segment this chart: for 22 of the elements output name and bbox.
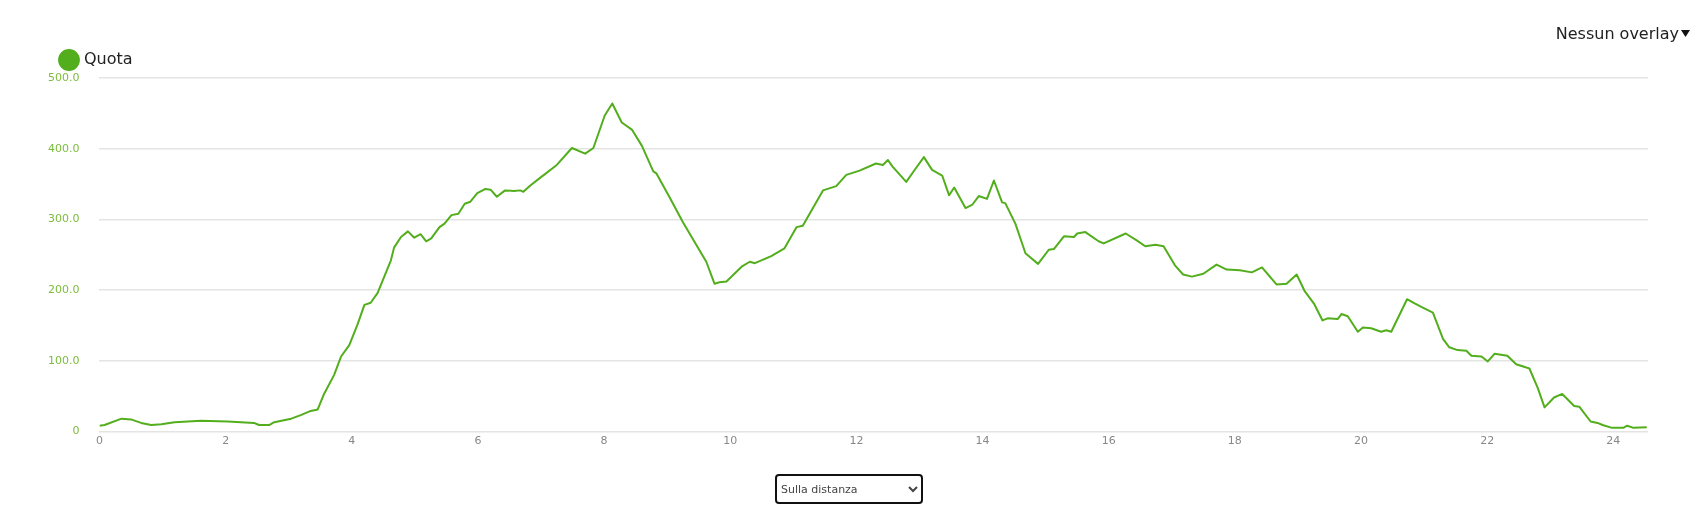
x-tick-label: 16 bbox=[1101, 433, 1116, 447]
x-tick-label: 8 bbox=[600, 433, 608, 447]
x-tick-label: 18 bbox=[1227, 433, 1242, 447]
text: Nessun overlay bbox=[1555, 24, 1679, 43]
x-tick-label: 22 bbox=[1480, 433, 1495, 447]
x-tick-label: 24 bbox=[1606, 433, 1621, 447]
y-tick-label: 300.0 bbox=[47, 212, 80, 226]
x-tick-label: 2 bbox=[222, 433, 230, 447]
y-tick-label: 400.0 bbox=[47, 141, 80, 155]
x-tick-label: 10 bbox=[723, 433, 738, 447]
x-tick-label: 14 bbox=[975, 433, 990, 447]
y-tick-label: 0 bbox=[72, 424, 80, 438]
x-tick-label: 0 bbox=[95, 433, 103, 447]
text: Sulla distanza bbox=[775, 474, 923, 504]
x-tick-label: 6 bbox=[474, 433, 482, 447]
y-tick-label: 100.0 bbox=[47, 353, 80, 367]
y-tick-label: 500.0 bbox=[47, 70, 80, 84]
legend-label: Quota bbox=[84, 49, 133, 69]
x-tick-label: 20 bbox=[1354, 433, 1369, 447]
x-tick-label: 12 bbox=[849, 433, 864, 447]
x-tick-label: 4 bbox=[348, 433, 356, 447]
y-tick-label: 200.0 bbox=[47, 282, 80, 296]
